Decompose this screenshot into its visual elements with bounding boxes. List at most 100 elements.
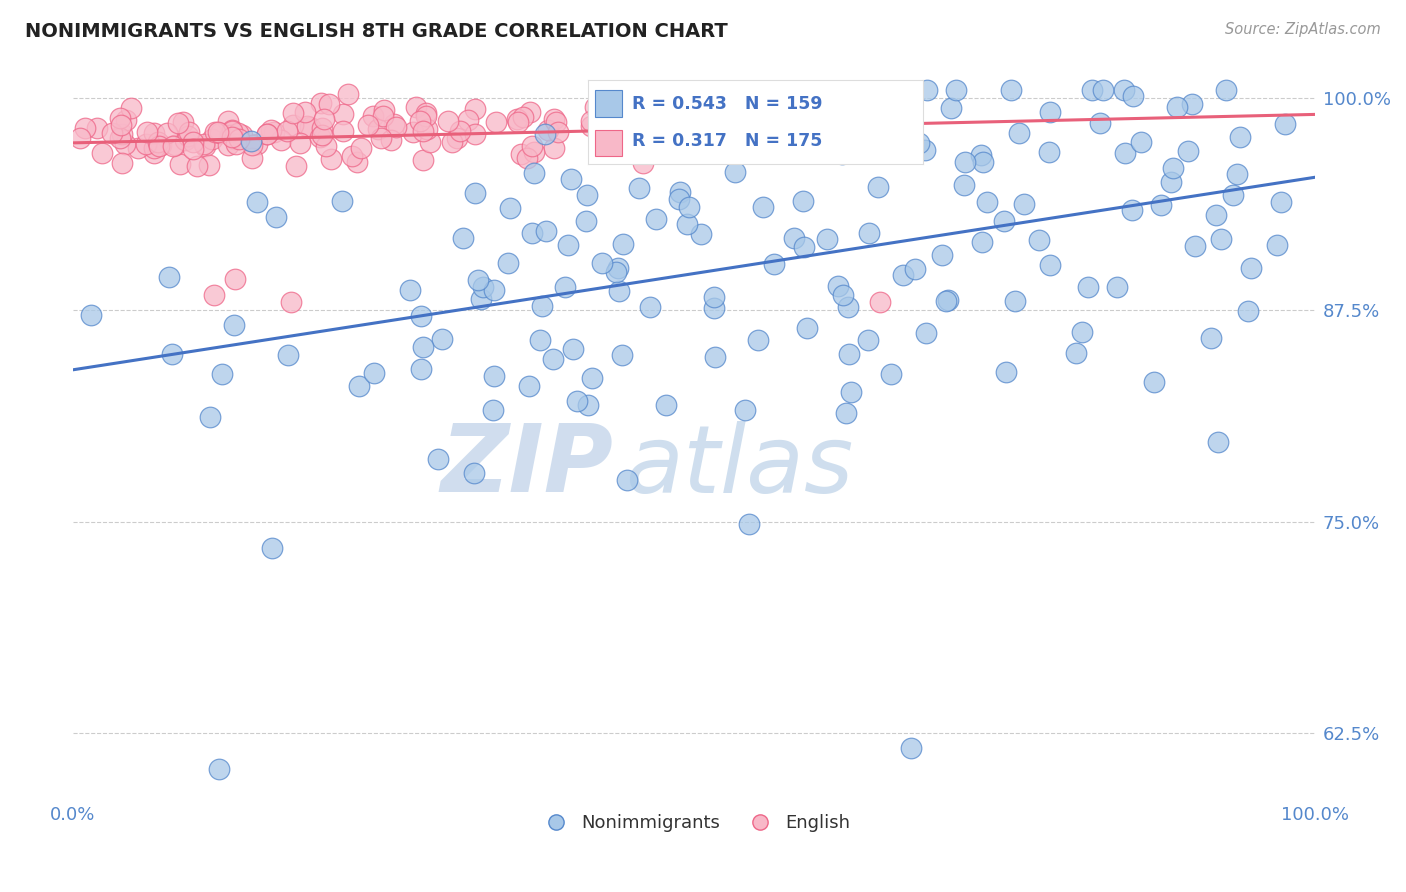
Point — [336, 87, 359, 101]
Point — [467, 273, 489, 287]
Point — [146, 136, 169, 150]
Point — [1028, 233, 1050, 247]
Point — [1209, 232, 1232, 246]
Point — [904, 261, 927, 276]
Point — [839, 385, 862, 400]
Point — [610, 108, 633, 122]
Point — [108, 112, 131, 126]
Point — [676, 217, 699, 231]
Point — [217, 114, 239, 128]
Point — [869, 95, 891, 110]
Point — [520, 138, 543, 153]
Point — [1205, 208, 1227, 222]
Point — [645, 212, 668, 227]
Point — [630, 115, 652, 129]
Point — [114, 136, 136, 151]
Point — [110, 118, 132, 132]
Point — [464, 127, 486, 141]
Point — [1150, 198, 1173, 212]
Point — [651, 113, 673, 128]
Point — [856, 333, 879, 347]
Point — [457, 112, 479, 127]
Point — [579, 119, 602, 133]
Point — [1114, 145, 1136, 160]
Point — [728, 134, 751, 148]
Point — [605, 107, 627, 121]
Text: Source: ZipAtlas.com: Source: ZipAtlas.com — [1225, 22, 1381, 37]
Point — [277, 348, 299, 362]
Point — [449, 123, 471, 137]
Point — [869, 99, 891, 113]
Point — [160, 347, 183, 361]
Point — [1265, 238, 1288, 252]
Point — [972, 154, 994, 169]
Point — [537, 122, 560, 136]
Point — [908, 136, 931, 150]
Point — [610, 142, 633, 156]
Point — [762, 257, 785, 271]
Point — [415, 105, 437, 120]
Point — [583, 99, 606, 113]
Point — [332, 107, 354, 121]
Point — [591, 255, 613, 269]
Point — [367, 122, 389, 136]
Point — [288, 136, 311, 151]
Point — [560, 171, 582, 186]
Point — [297, 119, 319, 133]
Point — [309, 130, 332, 145]
Point — [1270, 195, 1292, 210]
Point — [412, 340, 434, 354]
Point — [969, 148, 991, 162]
Point — [546, 114, 568, 128]
Point — [945, 83, 967, 97]
Point — [793, 142, 815, 156]
Point — [342, 149, 364, 163]
Point — [156, 126, 179, 140]
Point — [900, 741, 922, 756]
Point — [953, 155, 976, 169]
Point — [831, 288, 853, 302]
Point — [575, 213, 598, 227]
Point — [523, 166, 546, 180]
Point — [101, 126, 124, 140]
Point — [1181, 96, 1204, 111]
Point — [578, 398, 600, 412]
Point — [606, 260, 628, 275]
Point — [1039, 105, 1062, 120]
Point — [704, 350, 727, 364]
Point — [371, 109, 394, 123]
Point — [517, 379, 540, 393]
Point — [224, 271, 246, 285]
Point — [616, 127, 638, 141]
Point — [508, 115, 530, 129]
Point — [332, 124, 354, 138]
Point — [665, 119, 688, 133]
Point — [193, 136, 215, 151]
Point — [211, 368, 233, 382]
Point — [402, 125, 425, 139]
Point — [280, 294, 302, 309]
Point — [361, 110, 384, 124]
Point — [177, 125, 200, 139]
Point — [838, 347, 860, 361]
Point — [554, 280, 576, 294]
Point — [482, 403, 505, 417]
Point — [427, 452, 450, 467]
Point — [613, 125, 636, 139]
Point — [464, 186, 486, 201]
Point — [1070, 325, 1092, 339]
Point — [312, 112, 335, 127]
Point — [1222, 187, 1244, 202]
Point — [437, 114, 460, 128]
Point — [108, 130, 131, 145]
Point — [523, 145, 546, 159]
Point — [330, 194, 353, 208]
Point — [1143, 375, 1166, 389]
Point — [260, 123, 283, 137]
Point — [482, 283, 505, 297]
Point — [115, 112, 138, 127]
Point — [110, 156, 132, 170]
Point — [734, 402, 756, 417]
Point — [863, 108, 886, 122]
Point — [382, 117, 405, 131]
